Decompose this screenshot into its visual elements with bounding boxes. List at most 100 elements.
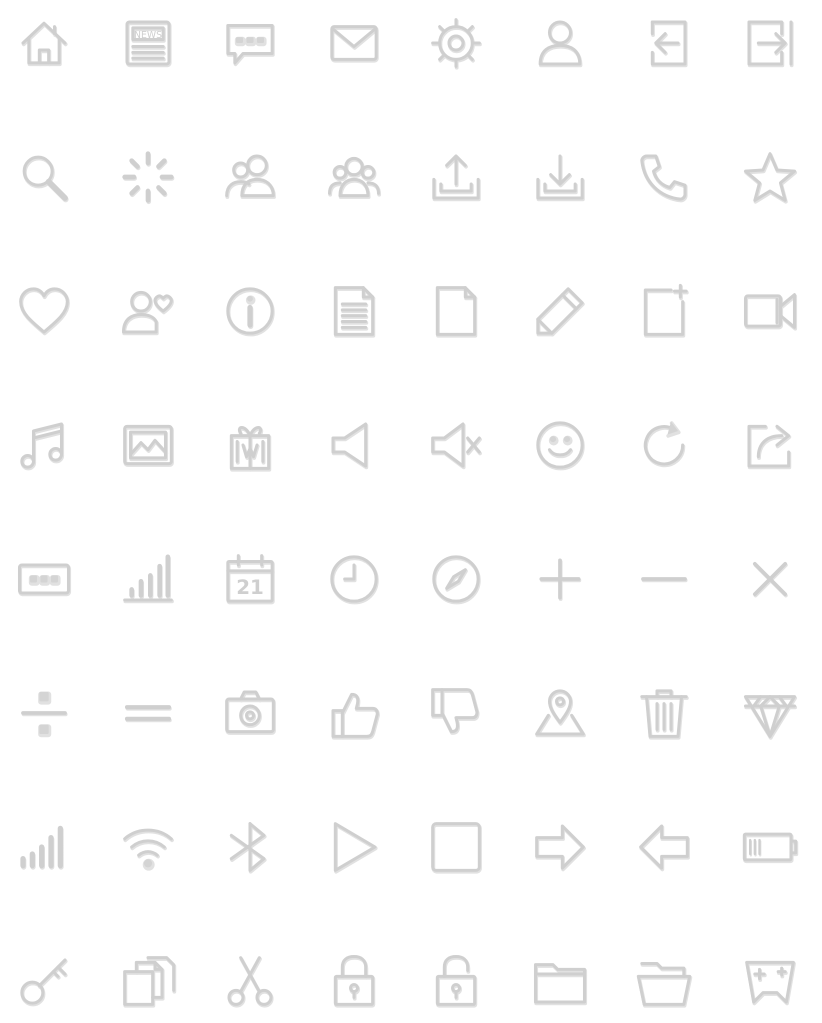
battery-icon-svg [742,832,799,864]
info-icon-svg [226,287,275,337]
diamond-icon [738,681,802,745]
clock-icon [322,547,386,611]
gamepad-icon-svg [745,960,796,1006]
star-icon-svg [743,152,798,204]
bluetooth-icon [218,815,282,879]
plus-icon [528,547,592,611]
phone-icon-svg [640,154,688,203]
gift-icon-svg [229,426,272,472]
document-text-icon-svg [333,286,376,338]
news-label: NEWS [134,30,162,41]
user-pair-icon-svg [225,154,276,199]
minus-icon [632,547,696,611]
copy-icon-svg [123,956,177,1008]
music-note-icon-svg [20,422,65,471]
image-icon [116,413,180,477]
trash-icon-svg [640,689,689,740]
newspaper-icon: NEWS [116,11,180,75]
unlock-icon-svg [435,954,478,1008]
document-add-icon-svg [643,283,689,338]
envelope-icon [322,11,386,75]
key-icon-svg [20,958,68,1007]
user-icon [528,11,592,75]
clock-icon-svg [330,555,379,605]
camera-icon-svg [225,690,276,735]
loading-spinner-icon-svg [122,151,175,205]
heart-icon-svg [19,287,70,336]
bar-chart-icon [116,547,180,611]
home-icon [12,11,76,75]
equals-icon-svg [124,705,172,723]
stop-icon-svg [431,822,482,874]
play-icon [322,815,386,879]
thumbs-down-icon-svg [431,688,480,735]
gamepad-icon [738,949,802,1013]
user-favorite-icon [116,279,180,343]
compass-icon [424,547,488,611]
plus-icon-svg [539,558,582,601]
signal-strength-icon [12,815,76,879]
trash-icon [632,681,696,745]
image-icon-svg [123,424,174,467]
arrow-left-icon [632,815,696,879]
keyboard-dots-icon-svg [17,563,72,597]
close-icon-svg [752,561,788,598]
search-icon [12,145,76,209]
document-blank-icon [424,279,488,343]
video-camera-icon-svg [743,293,798,331]
folder-icon-svg [533,963,588,1006]
download-icon-svg [536,154,585,202]
chat-bubble-icon [218,11,282,75]
signal-strength-icon-svg [20,825,64,870]
upload-icon [424,145,488,209]
thumbs-down-icon [424,681,488,745]
thumbs-up-icon-svg [331,692,380,740]
map-pin-icon-svg [535,689,586,738]
divide-icon [12,681,76,745]
refresh-icon [632,413,696,477]
pencil-icon [528,279,592,343]
unlock-icon [424,949,488,1013]
gift-icon [218,413,282,477]
newspaper-icon-svg: NEWS [125,20,172,68]
info-icon [218,279,282,343]
arrow-right-icon [528,815,592,879]
gear-icon-svg [431,18,482,70]
heart-icon [12,279,76,343]
sign-out-icon-svg [747,20,794,68]
arrow-left-icon-svg [639,824,690,872]
share-icon-svg [747,424,792,470]
calendar-icon: 21 [218,547,282,611]
lock-icon-svg [333,954,376,1008]
minus-icon-svg [641,577,688,583]
folder-open-icon [632,949,696,1013]
key-icon [12,949,76,1013]
bar-chart-icon-svg [123,554,174,604]
keyboard-dots-icon [12,547,76,611]
upload-icon-svg [432,154,481,202]
sign-in-icon-svg [650,20,688,68]
sign-out-icon [738,11,802,75]
user-favorite-icon-svg [121,290,174,336]
search-icon-svg [22,155,69,203]
user-group-icon-svg [327,156,382,199]
smiley-icon [528,413,592,477]
equals-icon [116,681,180,745]
user-group-icon [322,145,386,209]
speaker-mute-icon [424,413,488,477]
user-icon-svg [538,20,583,68]
envelope-icon-svg [330,25,379,63]
user-pair-icon [218,145,282,209]
compass-icon-svg [432,555,481,605]
document-add-icon [632,279,696,343]
music-note-icon [12,413,76,477]
folder-open-icon-svg [636,961,693,1008]
calendar-icon-svg: 21 [226,554,275,605]
refresh-icon-svg [643,421,686,468]
star-icon [738,145,802,209]
smiley-icon-svg [536,421,585,471]
bluetooth-icon-svg [229,822,267,874]
speaker-mute-icon-svg [431,422,482,470]
thumbs-up-icon [322,681,386,745]
